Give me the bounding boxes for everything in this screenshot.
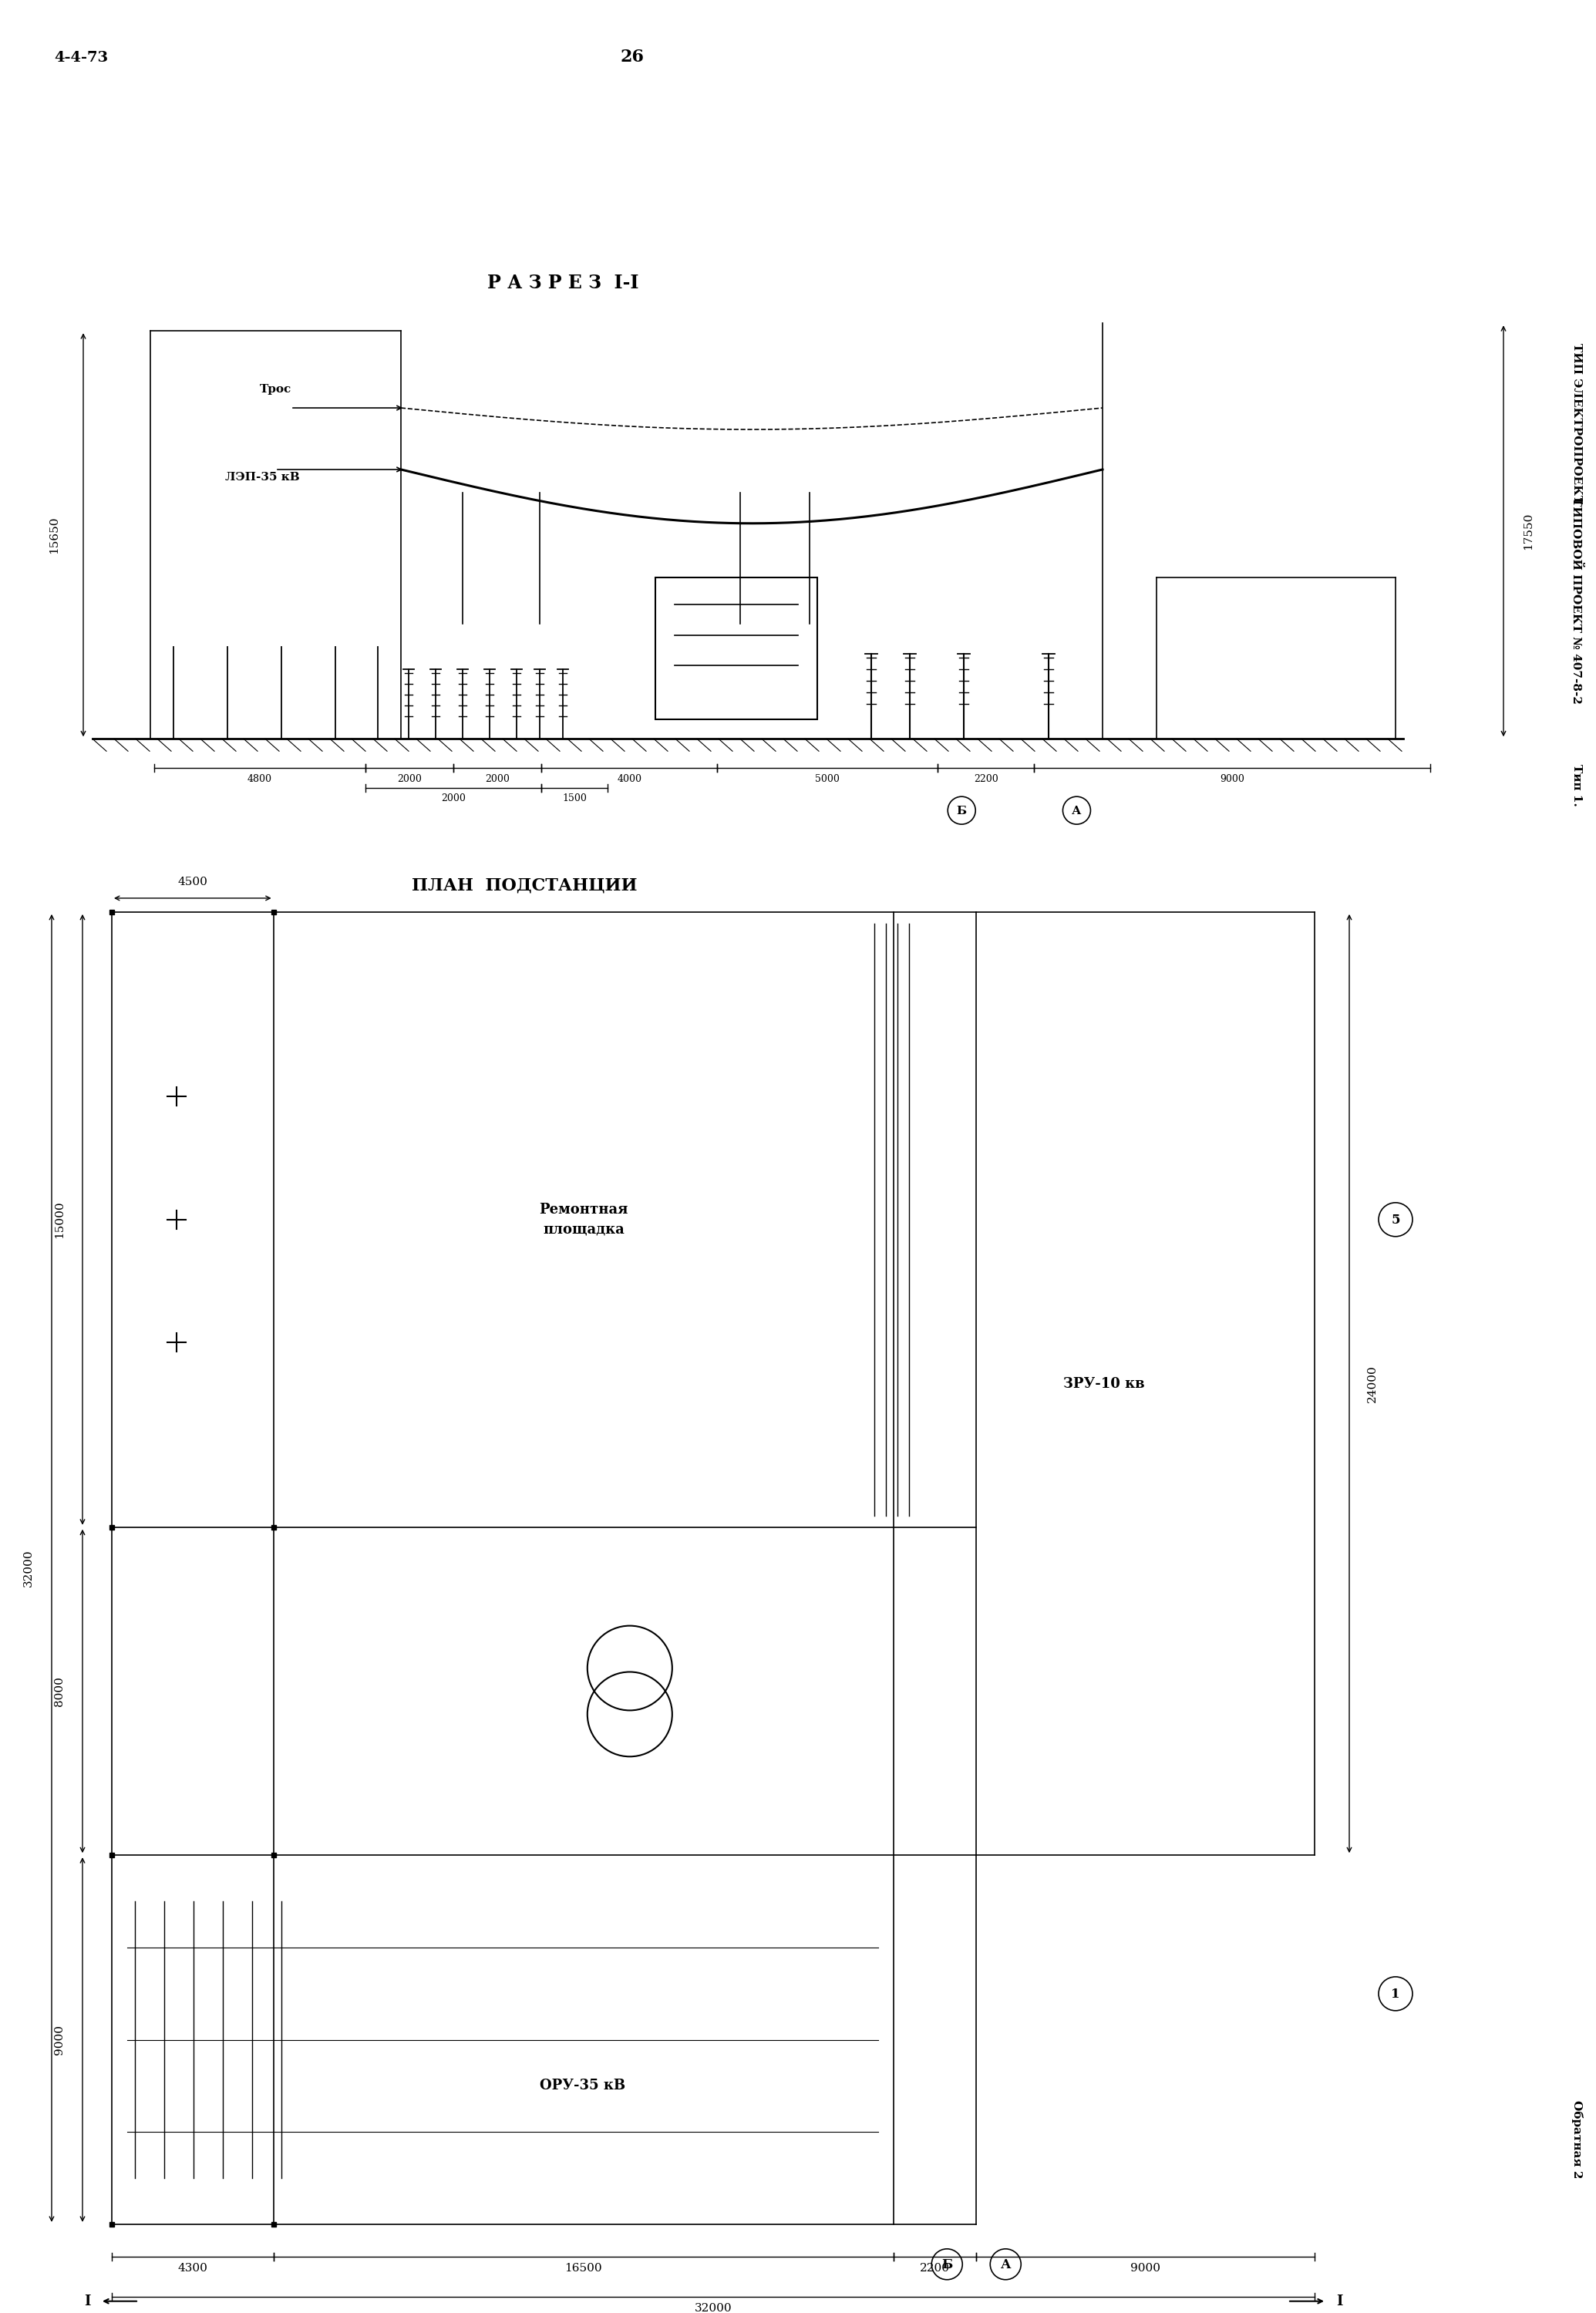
Text: Обратная 2: Обратная 2: [1570, 2100, 1583, 2179]
Bar: [656, 578, 817, 719]
Text: 16500: 16500: [565, 2262, 602, 2274]
Text: 4800: 4800: [247, 775, 273, 784]
Text: 4500: 4500: [177, 877, 207, 888]
Text: Б: Б: [942, 2257, 953, 2271]
Text: А: А: [1073, 805, 1082, 816]
Text: 2200: 2200: [919, 2262, 950, 2274]
Text: 9000: 9000: [1219, 775, 1245, 784]
Text: Р А З Р Е З  I-I: Р А З Р Е З I-I: [487, 273, 638, 291]
Text: 32000: 32000: [694, 2304, 733, 2313]
Text: 26: 26: [621, 49, 645, 65]
Text: ТИПОВОЙ ПРОЕКТ № 407-8-2: ТИПОВОЙ ПРОЕКТ № 407-8-2: [1570, 497, 1583, 703]
Text: ЗРУ-10 кв: ЗРУ-10 кв: [1063, 1376, 1144, 1390]
Text: 24000: 24000: [1368, 1365, 1377, 1402]
Text: 8000: 8000: [54, 1677, 65, 1707]
Text: Трос: Трос: [260, 384, 292, 396]
Text: 4000: 4000: [618, 775, 642, 784]
Text: I: I: [85, 2294, 91, 2308]
Text: 15000: 15000: [54, 1200, 65, 1237]
Text: ТИП ЭЛЕКТРОПРОЕКТ: ТИП ЭЛЕКТРОПРОЕКТ: [1572, 342, 1582, 504]
Text: 17550: 17550: [1523, 513, 1534, 550]
Text: I: I: [1336, 2294, 1342, 2308]
Text: 15650: 15650: [48, 516, 59, 553]
Text: 2000: 2000: [440, 793, 466, 803]
Text: Б: Б: [956, 805, 967, 816]
Text: 5000: 5000: [816, 775, 839, 784]
Text: 2000: 2000: [485, 775, 509, 784]
Text: 1: 1: [1392, 1987, 1400, 2001]
Text: 32000: 32000: [22, 1550, 34, 1587]
Text: Ремонтная
площадка: Ремонтная площадка: [539, 1203, 627, 1235]
Text: А: А: [1001, 2257, 1010, 2271]
Text: 9000: 9000: [1130, 2262, 1160, 2274]
Text: ЛЭП-35 кВ: ЛЭП-35 кВ: [225, 472, 300, 483]
Text: 5: 5: [1392, 1214, 1400, 1226]
Text: 4300: 4300: [177, 2262, 207, 2274]
Text: 2000: 2000: [397, 775, 421, 784]
Text: 2200: 2200: [974, 775, 998, 784]
Text: ПЛАН  ПОДСТАНЦИИ: ПЛАН ПОДСТАНЦИИ: [412, 877, 637, 895]
Text: 4-4-73: 4-4-73: [54, 51, 109, 65]
Text: 1500: 1500: [562, 793, 587, 803]
Text: ОРУ-35 кВ: ОРУ-35 кВ: [539, 2079, 626, 2093]
Text: Тип 1.: Тип 1.: [1572, 763, 1582, 807]
Text: 9000: 9000: [54, 2024, 65, 2054]
